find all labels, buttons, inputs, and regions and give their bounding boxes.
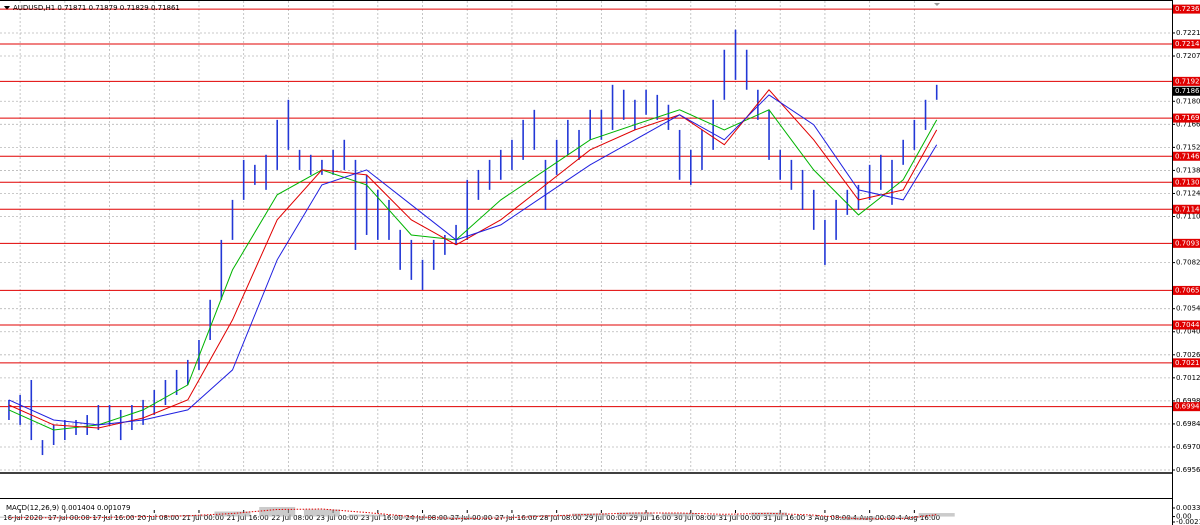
y-tick-label: 0.00339 <box>1176 504 1200 512</box>
macd-bar <box>259 506 296 517</box>
macd-bar <box>616 512 653 517</box>
macd-bar <box>303 509 340 517</box>
x-tick-label: 22 Jul 08:00 <box>271 514 313 522</box>
moving-average <box>8 94 938 426</box>
macd-bar <box>214 511 251 517</box>
y-tick-label: -0.00214 <box>1176 518 1200 525</box>
level-label: 0.70211 <box>1175 359 1200 367</box>
x-tick-label: 23 Jul 16:00 <box>361 514 403 522</box>
x-tick-label: 31 Jul 00:00 <box>719 514 761 522</box>
macd-bar <box>393 516 430 519</box>
x-tick-label: 3 Aug 08:00 <box>808 514 851 522</box>
macd-bar <box>751 512 788 517</box>
chart-title: AUDUSD,H1 0.71871 0.71879 0.71829 0.7186… <box>13 4 180 12</box>
moving-average <box>8 109 938 431</box>
macd-bar <box>840 516 877 521</box>
macd-bar <box>348 514 385 517</box>
level-label: 0.71466 <box>1175 152 1200 160</box>
level-label: 0.70651 <box>1175 286 1200 294</box>
macd-bar <box>125 516 162 517</box>
level-label-box <box>1173 402 1200 412</box>
macd-bar <box>482 516 519 518</box>
x-tick-label: 28 Jul 08:00 <box>540 514 582 522</box>
level-label: 0.71308 <box>1175 178 1200 186</box>
level-label-box <box>1173 285 1200 295</box>
macd-bar <box>438 516 475 520</box>
y-tick-label: 0.00 <box>1176 513 1192 521</box>
macd-bar <box>0 516 27 518</box>
last-price-box <box>1173 86 1200 96</box>
x-tick-label: 21 Jul 16:00 <box>227 514 269 522</box>
x-tick-label: 30 Jul 08:00 <box>674 514 716 522</box>
level-label-box <box>1173 238 1200 248</box>
x-tick-label: 21 Jul 00:00 <box>182 514 224 522</box>
level-label: 0.71144 <box>1175 205 1200 213</box>
macd-bar <box>706 515 743 517</box>
x-tick-label: 16 Jul 2020 <box>3 514 43 522</box>
level-label-box <box>1173 320 1200 330</box>
level-label: 0.72148 <box>1175 40 1200 48</box>
x-tick-label: 27 Jul 16:00 <box>495 514 537 522</box>
level-label: 0.71698 <box>1175 114 1200 122</box>
level-label-box <box>1173 204 1200 214</box>
level-label-box <box>1173 177 1200 187</box>
level-label-box <box>1173 113 1200 123</box>
level-label-box <box>1173 4 1200 14</box>
level-label-box <box>1173 39 1200 49</box>
symbol-menu-arrow[interactable] <box>4 6 10 10</box>
last-price-label: 0.71861 <box>1175 87 1200 95</box>
x-tick-label: 23 Jul 00:00 <box>316 514 358 522</box>
macd-bar <box>35 516 72 519</box>
macd-bar <box>795 516 832 517</box>
y-tick-label: 0.72075 <box>1176 52 1200 60</box>
x-tick-label: 17 Jul 16:00 <box>93 514 135 522</box>
level-label-box <box>1173 151 1200 161</box>
level-label-box <box>1173 76 1200 86</box>
level-label: 0.70441 <box>1175 321 1200 329</box>
macd-bar <box>80 516 117 518</box>
level-label: 0.69945 <box>1175 403 1200 411</box>
x-tick-label: 29 Jul 16:00 <box>629 514 671 522</box>
macd-bar <box>169 515 206 517</box>
macd-bar <box>661 513 698 517</box>
level-label: 0.70937 <box>1175 239 1200 247</box>
x-tick-label: 29 Jul 00:00 <box>584 514 626 522</box>
x-tick-label: 31 Jul 16:00 <box>763 514 805 522</box>
x-tick-label: 20 Jul 08:00 <box>137 514 179 522</box>
y-tick-label: 0.69560 <box>1176 466 1200 474</box>
indicator-title: MACD(12,26,9) 0.001404 0.001079 <box>6 504 130 512</box>
macd-bar <box>885 516 922 519</box>
shift-marker <box>934 3 940 6</box>
macd-signal <box>8 508 937 520</box>
macd-bar <box>918 513 955 517</box>
macd-bar <box>572 513 609 517</box>
level-label: 0.71921 <box>1175 77 1200 85</box>
level-label: 0.7236 <box>1175 5 1200 13</box>
level-label-box <box>1173 358 1200 368</box>
y-tick-label: 0.72215 <box>1176 29 1200 37</box>
